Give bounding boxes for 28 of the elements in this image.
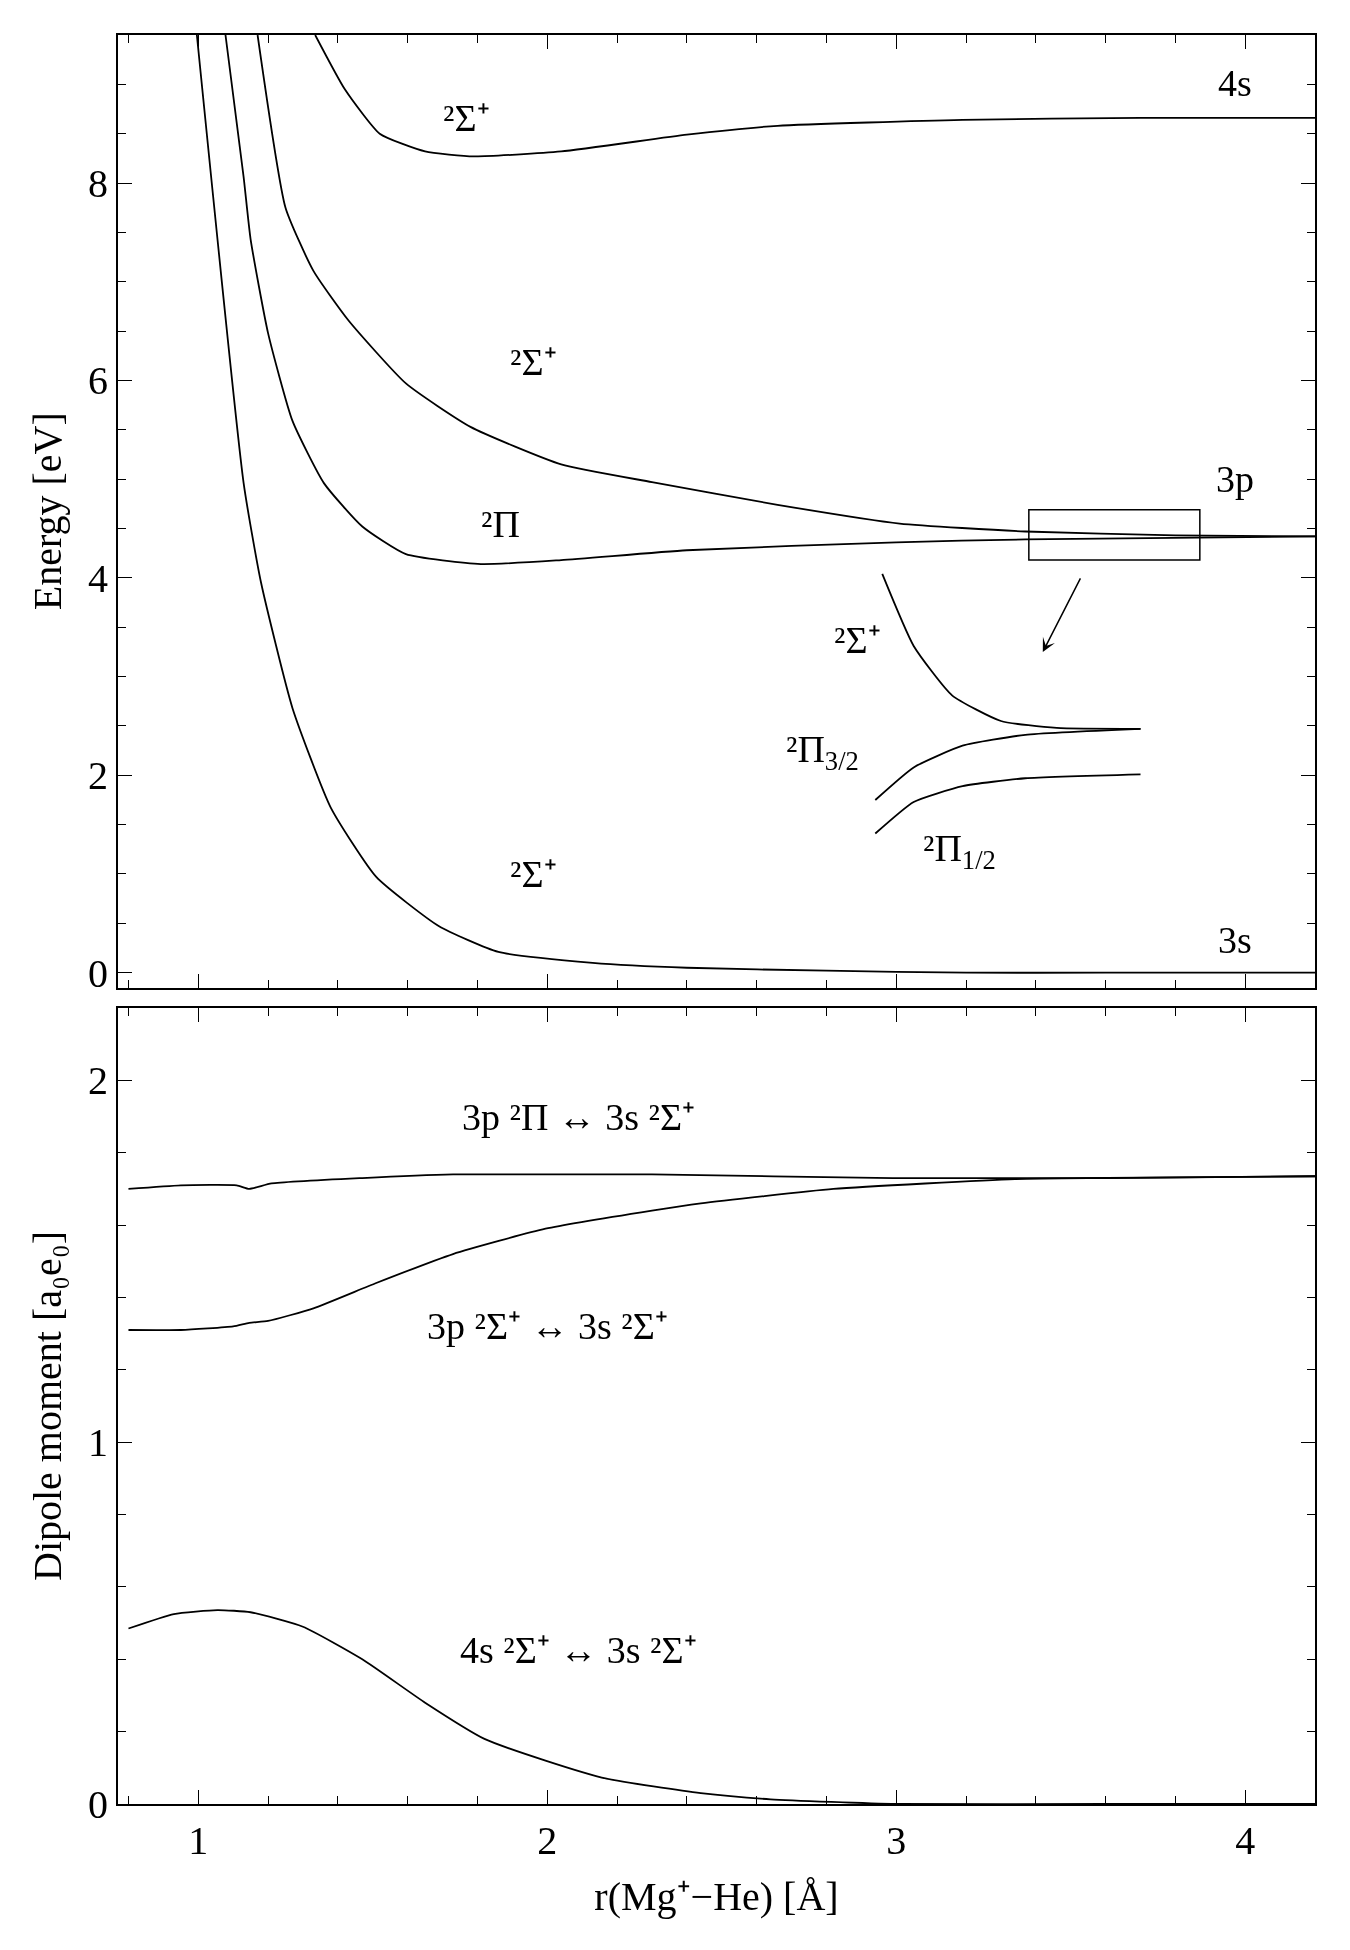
annotation: 4s — [1218, 62, 1252, 104]
annotation: ²Σ⁺ — [443, 97, 490, 139]
annotation: 3s — [1218, 919, 1252, 961]
x-tick-label: 3 — [886, 1818, 907, 1863]
y-tick-label: 8 — [88, 161, 108, 207]
annotation: 3p — [1216, 458, 1254, 500]
y-axis-title: Dipole moment [a₀e₀] — [25, 1231, 70, 1581]
y-tick-label: 1 — [88, 1420, 108, 1466]
y-tick-label: 0 — [88, 1782, 108, 1827]
y-axis-title: Energy [eV] — [25, 412, 70, 611]
y-tick-label: 2 — [88, 753, 108, 799]
annotation: ²Σ⁺ — [510, 341, 557, 383]
annotation: ²Π$_{1/2}$ — [923, 827, 996, 875]
annotation: 4s ²Σ⁺ ↔ 3s ²Σ⁺ — [460, 1629, 697, 1671]
annotation: 3p ²Π ↔ 3s ²Σ⁺ — [462, 1096, 696, 1138]
annotation: ²Σ⁺ — [510, 853, 557, 895]
y-tick-label: 6 — [88, 358, 108, 404]
annotation: 3p ²Σ⁺ ↔ 3s ²Σ⁺ — [427, 1305, 668, 1347]
y-tick-label: 4 — [88, 555, 108, 601]
annotation: ²Σ⁺ — [834, 619, 881, 661]
y-tick-label: 0 — [88, 950, 108, 996]
annotation: ²Π$_{3/2}$ — [786, 728, 859, 776]
x-tick-label: 2 — [537, 1818, 558, 1863]
x-tick-label: 4 — [1235, 1818, 1256, 1863]
x-axis-title: r(Mg⁺−He) [Å] — [594, 1874, 839, 1919]
x-tick-label: 1 — [188, 1818, 209, 1863]
annotation: ²Π — [481, 503, 520, 545]
y-tick-label: 2 — [88, 1058, 108, 1104]
